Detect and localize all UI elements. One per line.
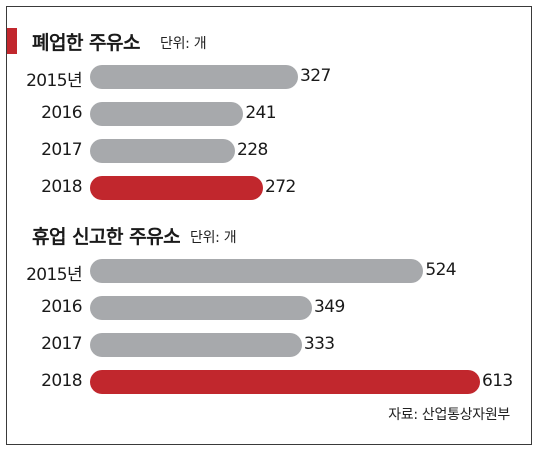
category-label: 2015년 <box>26 71 83 91</box>
category-label: 2015년 <box>26 265 83 285</box>
accent-marker <box>7 28 17 54</box>
bar <box>90 333 302 357</box>
unit-label: 단위: 개 <box>160 36 207 52</box>
value-label: 349 <box>314 297 345 317</box>
bar <box>90 370 480 394</box>
chart-title: 휴업 신고한 주유소 <box>32 226 181 248</box>
category-label: 2016 <box>41 103 82 123</box>
source-note: 자료: 산업통상자원부 <box>388 407 510 423</box>
category-label: 2018 <box>41 177 82 197</box>
bar <box>90 259 424 283</box>
value-label: 613 <box>482 371 513 391</box>
value-label: 272 <box>265 177 296 197</box>
bar <box>90 139 236 163</box>
unit-label: 단위: 개 <box>190 230 237 246</box>
bar <box>90 176 264 200</box>
category-label: 2018 <box>41 371 82 391</box>
bar <box>90 65 299 89</box>
value-label: 327 <box>300 66 331 86</box>
chart-title: 폐업한 주유소 <box>32 32 141 54</box>
bar <box>90 296 313 320</box>
value-label: 228 <box>237 140 268 160</box>
category-label: 2017 <box>41 334 82 354</box>
category-label: 2016 <box>41 297 82 317</box>
value-label: 333 <box>303 334 335 354</box>
category-label: 2017 <box>41 140 82 160</box>
bar <box>90 102 244 126</box>
value-label: 524 <box>425 260 457 280</box>
value-label: 241 <box>245 103 276 123</box>
